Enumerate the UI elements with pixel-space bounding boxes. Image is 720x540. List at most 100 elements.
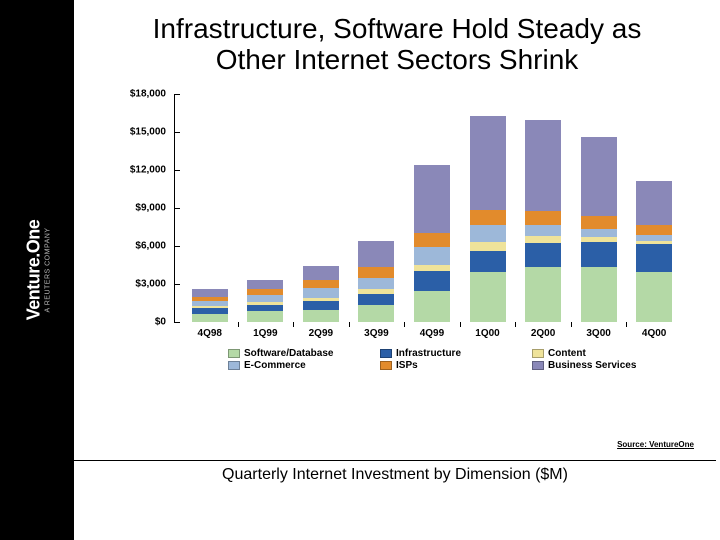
bar-segment-ecommerce: [303, 288, 339, 298]
xtick: [349, 322, 350, 327]
bar-segment-business_services: [192, 289, 228, 297]
bar-segment-ecommerce: [358, 278, 394, 289]
bars-container: [182, 94, 682, 322]
bar-segment-business_services: [247, 280, 283, 290]
bar-segment-business_services: [470, 116, 506, 210]
ytick-label: $15,000: [98, 126, 166, 137]
ytick-mark: [174, 246, 180, 247]
bar-segment-isps: [303, 280, 339, 288]
bar: [192, 289, 228, 322]
bar: [636, 181, 672, 322]
xlabel: 3Q99: [358, 328, 394, 339]
bar-segment-software_database: [358, 305, 394, 321]
ytick-label: $6,000: [98, 240, 166, 251]
ytick-mark: [174, 94, 180, 95]
legend-swatch: [228, 361, 240, 370]
title-line2: Other Internet Sectors Shrink: [216, 44, 579, 75]
bar-segment-ecommerce: [470, 225, 506, 241]
logo-brand: Venture.One: [23, 220, 44, 321]
bar-segment-isps: [414, 233, 450, 247]
sidebar: Venture.One A REUTERS Company: [0, 0, 74, 540]
bar: [247, 280, 283, 322]
divider: [74, 460, 716, 461]
legend-label: Content: [548, 348, 586, 359]
bar-segment-content: [525, 236, 561, 243]
legend-item-business_services: Business Services: [532, 360, 678, 371]
bar-segment-business_services: [636, 181, 672, 225]
bar-segment-business_services: [414, 165, 450, 233]
bar-segment-software_database: [247, 311, 283, 321]
source-attribution: Source: VentureOne: [617, 440, 694, 449]
bar-segment-software_database: [525, 267, 561, 321]
legend-swatch: [532, 349, 544, 358]
ytick-label: $12,000: [98, 164, 166, 175]
ytick-mark: [174, 322, 180, 323]
xlabel: 4Q00: [636, 328, 672, 339]
xtick: [293, 322, 294, 327]
bar: [358, 241, 394, 322]
ytick-label: $18,000: [98, 88, 166, 99]
legend-swatch: [380, 349, 392, 358]
bar-segment-infrastructure: [358, 294, 394, 305]
plot-area: [174, 94, 690, 322]
x-labels: 4Q981Q992Q993Q994Q991Q002Q003Q004Q00: [182, 328, 682, 339]
xtick: [238, 322, 239, 327]
xtick: [515, 322, 516, 327]
bar-segment-isps: [581, 216, 617, 229]
bar-segment-software_database: [414, 291, 450, 321]
legend-item-infrastructure: Infrastructure: [380, 348, 526, 359]
legend-swatch: [380, 361, 392, 370]
bar-segment-isps: [636, 225, 672, 235]
ytick-mark: [174, 170, 180, 171]
bar: [581, 137, 617, 321]
bar-segment-software_database: [192, 314, 228, 322]
xtick: [460, 322, 461, 327]
xlabel: 1Q99: [247, 328, 283, 339]
xtick: [571, 322, 572, 327]
legend-item-isps: ISPs: [380, 360, 526, 371]
xlabel: 4Q98: [192, 328, 228, 339]
bar-segment-isps: [525, 211, 561, 225]
legend-item-ecommerce: E-Commerce: [228, 360, 374, 371]
bar: [414, 165, 450, 322]
ytick-label: $3,000: [98, 278, 166, 289]
bar-segment-isps: [470, 210, 506, 225]
bar-segment-ecommerce: [414, 247, 450, 265]
bar-segment-infrastructure: [303, 301, 339, 311]
main-content: Infrastructure, Software Hold Steady as …: [74, 0, 720, 540]
xlabel: 4Q99: [414, 328, 450, 339]
bar-segment-content: [470, 242, 506, 251]
stacked-bar-chart: 4Q981Q992Q993Q994Q991Q002Q003Q004Q00 Sof…: [98, 90, 696, 370]
logo-sub: A REUTERS Company: [44, 228, 51, 313]
legend-label: Infrastructure: [396, 348, 461, 359]
bar: [525, 120, 561, 321]
bar-segment-business_services: [581, 137, 617, 216]
bar-segment-infrastructure: [470, 251, 506, 273]
legend-label: Software/Database: [244, 348, 333, 359]
ytick-mark: [174, 284, 180, 285]
legend-label: E-Commerce: [244, 360, 306, 371]
bar-segment-software_database: [636, 272, 672, 321]
legend: Software/Database Infrastructure Content E-…: [228, 348, 678, 371]
title-line1: Infrastructure, Software Hold Steady as: [153, 13, 642, 44]
xlabel: 2Q00: [525, 328, 561, 339]
bar-segment-business_services: [303, 266, 339, 281]
xtick: [404, 322, 405, 327]
subtitle: Quarterly Internet Investment by Dimensi…: [74, 466, 716, 484]
xlabel: 3Q00: [581, 328, 617, 339]
ytick-mark: [174, 132, 180, 133]
xtick: [626, 322, 627, 327]
xlabel: 1Q00: [470, 328, 506, 339]
legend-swatch: [228, 349, 240, 358]
bar-segment-infrastructure: [581, 242, 617, 267]
bar-segment-business_services: [358, 241, 394, 267]
page-title: Infrastructure, Software Hold Steady as …: [74, 0, 720, 84]
bar: [470, 116, 506, 321]
bar-segment-infrastructure: [247, 305, 283, 312]
legend-label: ISPs: [396, 360, 418, 371]
legend-item-content: Content: [532, 348, 678, 359]
legend-swatch: [532, 361, 544, 370]
ytick-mark: [174, 208, 180, 209]
bar-segment-infrastructure: [636, 244, 672, 272]
legend-label: Business Services: [548, 360, 636, 371]
